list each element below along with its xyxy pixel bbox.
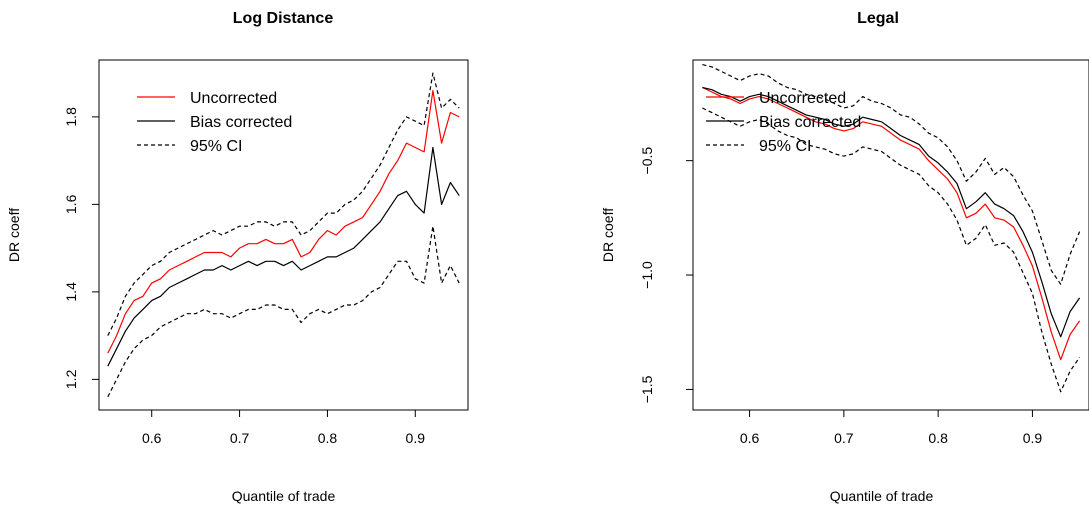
chart-title: Legal: [857, 10, 899, 27]
x-tick-label: 0.9: [1023, 430, 1043, 446]
x-tick-label: 0.6: [740, 430, 760, 446]
series-line-95-ci-2: [107, 72, 460, 336]
legend-label: 95% CI: [190, 138, 242, 155]
plot-frame: [692, 59, 1089, 411]
series-line-uncorrected-0: [107, 89, 460, 354]
series-line-uncorrected-0: [702, 86, 1081, 361]
x-tick-label: 0.9: [406, 430, 426, 446]
legend: Uncorrected Bias corrected 95% CI: [706, 90, 861, 155]
x-tick-label: 0.8: [928, 430, 948, 446]
series-line-95-ci-3: [107, 225, 460, 398]
legend-label: Uncorrected: [190, 90, 277, 107]
y-tick-label: 1.6: [63, 194, 79, 214]
y-axis-label: DR coeff: [600, 208, 616, 262]
series-group: [702, 64, 1081, 393]
y-tick-label: −1.5: [639, 375, 655, 403]
legend-label: 95% CI: [759, 138, 811, 155]
legend-label: Bias corrected: [190, 114, 292, 131]
series-line-bias-corrected-1: [702, 86, 1081, 338]
y-tick-label: 1.4: [63, 282, 79, 302]
chart-title: Log Distance: [233, 10, 334, 27]
y-tick-label: −1.0: [639, 261, 655, 289]
chart-panel-2: Legal 0.6 0.7 0.8 0.9 −0.5 −1.0 −1.5 Quantile of…: [600, 10, 1089, 504]
series-line-95-ci-3: [702, 107, 1081, 393]
legend: Uncorrected Bias corrected 95% CI: [137, 90, 292, 155]
plot-frame: [98, 59, 469, 411]
series-group: [107, 72, 460, 398]
legend-label: Bias corrected: [759, 114, 861, 131]
y-tick-label: 1.2: [63, 369, 79, 389]
x-axis-label: Quantile of trade: [830, 488, 934, 504]
x-tick-label: 0.6: [142, 430, 162, 446]
series-line-bias-corrected-1: [107, 146, 460, 367]
y-tick-label: 1.8: [63, 107, 79, 127]
x-tick-label: 0.7: [230, 430, 250, 446]
x-tick-label: 0.8: [318, 430, 338, 446]
x-axis-label: Quantile of trade: [232, 488, 336, 504]
legend-label: Uncorrected: [759, 90, 846, 107]
chart-panel-1: Log Distance 0.6 0.7 0.8 0.9 1.2 1.4 1.6 1.8 Quan…: [6, 10, 469, 504]
y-tick-label: −0.5: [639, 147, 655, 175]
x-tick-label: 0.7: [834, 430, 854, 446]
y-axis-label: DR coeff: [6, 208, 22, 262]
